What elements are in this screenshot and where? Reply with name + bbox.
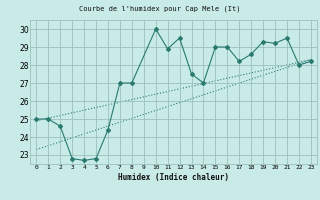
X-axis label: Humidex (Indice chaleur): Humidex (Indice chaleur) [118, 173, 229, 182]
Text: Courbe de l'humidex pour Cap Mele (It): Courbe de l'humidex pour Cap Mele (It) [79, 6, 241, 12]
